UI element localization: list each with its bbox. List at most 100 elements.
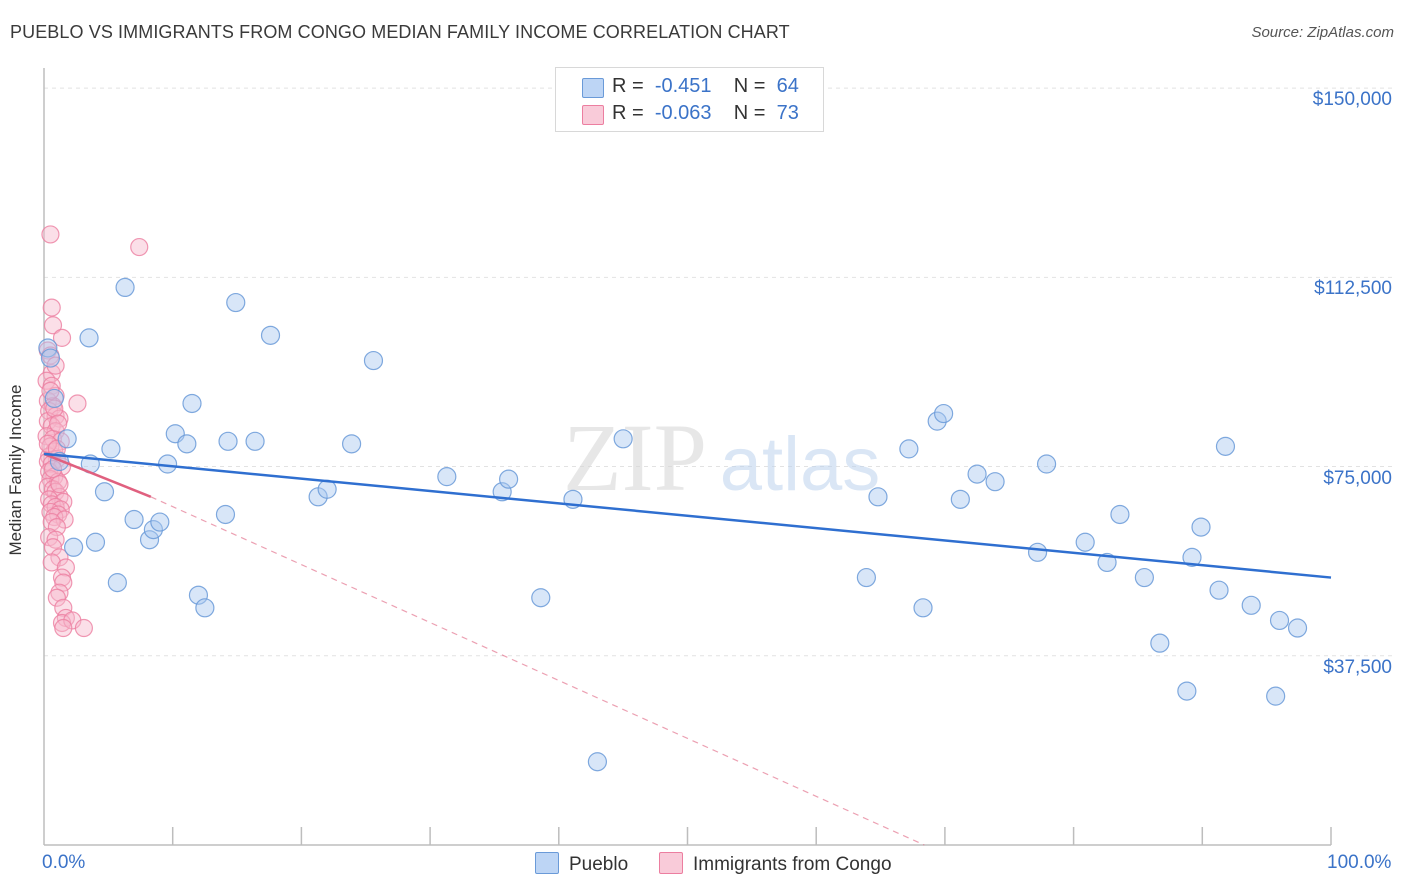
y-tick-label: $112,500: [1314, 278, 1392, 300]
pueblo-point: [79, 328, 99, 348]
pueblo-point: [1287, 618, 1308, 638]
legend-n-label: N =: [733, 102, 766, 124]
pueblo-point: [245, 431, 265, 451]
legend-n-label: N =: [733, 75, 766, 97]
congo-point: [74, 618, 93, 638]
legend-swatch-blue: [582, 78, 604, 98]
bottom-legend-label: Pueblo: [569, 854, 629, 875]
pueblo-point: [1209, 580, 1229, 600]
pueblo-point: [101, 439, 121, 459]
bottom-legend-swatch-pink: [659, 852, 683, 874]
congo-point: [54, 618, 73, 638]
congo-point: [56, 558, 75, 577]
pueblo-point: [143, 520, 163, 540]
congo-point: [49, 414, 68, 433]
pueblo-point: [260, 325, 281, 345]
pueblo-point: [927, 411, 947, 431]
pueblo-points: [38, 277, 1308, 772]
pueblo-point: [1027, 542, 1048, 562]
x-tick-label-min: 0.0%: [42, 852, 86, 873]
pueblo-point: [107, 573, 127, 593]
pueblo-point: [115, 277, 135, 298]
pueblo-point: [85, 532, 106, 552]
grid-lines: [44, 87, 1393, 657]
congo-point: [52, 328, 72, 347]
congo-point: [37, 371, 56, 390]
bottom-legend-swatch-blue: [535, 852, 559, 874]
pueblo-point: [1134, 567, 1154, 588]
pueblo-point: [226, 292, 246, 313]
pueblo-point: [868, 487, 888, 507]
pueblo-point: [1150, 633, 1170, 653]
bottom-legend-pueblo: Pueblo: [535, 852, 628, 876]
bottom-legend-label: Immigrants from Congo: [693, 854, 892, 875]
congo-point: [38, 434, 57, 453]
legend-swatch-pink: [582, 105, 604, 125]
congo-point: [130, 237, 149, 257]
y-axis-label: Median Family Income: [6, 384, 25, 556]
legend-r-label: R =: [612, 102, 644, 124]
pueblo-point: [985, 472, 1005, 492]
y-tick-label: $75,000: [1323, 467, 1392, 489]
y-tick-label: $37,500: [1323, 656, 1392, 678]
pueblo-point: [967, 464, 987, 484]
legend-n-value: 64: [776, 75, 799, 97]
pueblo-point: [341, 434, 362, 454]
pueblo-point: [1266, 686, 1286, 706]
congo-point: [50, 583, 69, 602]
pueblo-point: [94, 482, 115, 502]
pueblo-point: [1075, 532, 1095, 552]
pueblo-point: [1241, 595, 1261, 615]
bottom-legend-congo: Immigrants from Congo: [659, 852, 892, 876]
legend-r-value: -0.451: [654, 75, 712, 97]
pueblo-point: [613, 429, 633, 449]
pueblo-point: [218, 431, 238, 451]
legend-r-label: R =: [612, 75, 644, 97]
pueblo-point: [856, 567, 876, 588]
pueblo-point: [188, 585, 209, 605]
congo-point: [45, 399, 64, 418]
trend-lines: [43, 452, 1332, 846]
pueblo-point: [1036, 454, 1057, 474]
congo-point: [54, 573, 73, 592]
pueblo-point: [587, 752, 608, 772]
congo-point: [42, 512, 61, 532]
watermark: ZIP atlas: [563, 404, 880, 511]
congo-point: [43, 459, 63, 479]
pueblo-point: [1097, 552, 1117, 573]
pueblo-point: [1269, 610, 1290, 631]
pueblo-point: [899, 439, 919, 459]
congo-points: [37, 225, 149, 638]
axes: [43, 68, 1332, 846]
pueblo-trend-line: [43, 452, 1332, 579]
watermark-zip: ZIP: [563, 404, 707, 511]
correlation-legend: R = -0.451 N = 64 R = -0.063 N = 73: [555, 67, 824, 132]
source-credit: Source: ZipAtlas.com: [1251, 24, 1394, 41]
congo-point: [43, 538, 63, 557]
pueblo-point: [182, 393, 202, 414]
pueblo-point: [437, 467, 457, 487]
pueblo-point: [363, 350, 384, 371]
pueblo-point: [1110, 504, 1130, 525]
congo-trend-line: [43, 452, 152, 498]
y-tick-label: $150,000: [1312, 89, 1392, 111]
legend-r-value: -0.063: [654, 102, 712, 124]
pueblo-point: [57, 429, 77, 449]
pueblo-point: [913, 598, 933, 618]
legend-n-value: 73: [776, 102, 799, 124]
congo-point: [50, 475, 69, 494]
congo-point: [42, 553, 61, 572]
pueblo-point: [499, 469, 519, 489]
pueblo-point: [40, 348, 61, 368]
pueblo-point: [215, 504, 236, 525]
pueblo-point: [139, 530, 160, 550]
pueblo-point: [1182, 547, 1202, 567]
pueblo-point: [531, 588, 551, 608]
pueblo-point: [150, 512, 170, 532]
pueblo-point: [44, 388, 64, 409]
pueblo-point: [1177, 681, 1197, 701]
pueblo-point: [950, 489, 970, 509]
congo-point: [47, 588, 66, 607]
pueblo-point: [195, 598, 215, 618]
